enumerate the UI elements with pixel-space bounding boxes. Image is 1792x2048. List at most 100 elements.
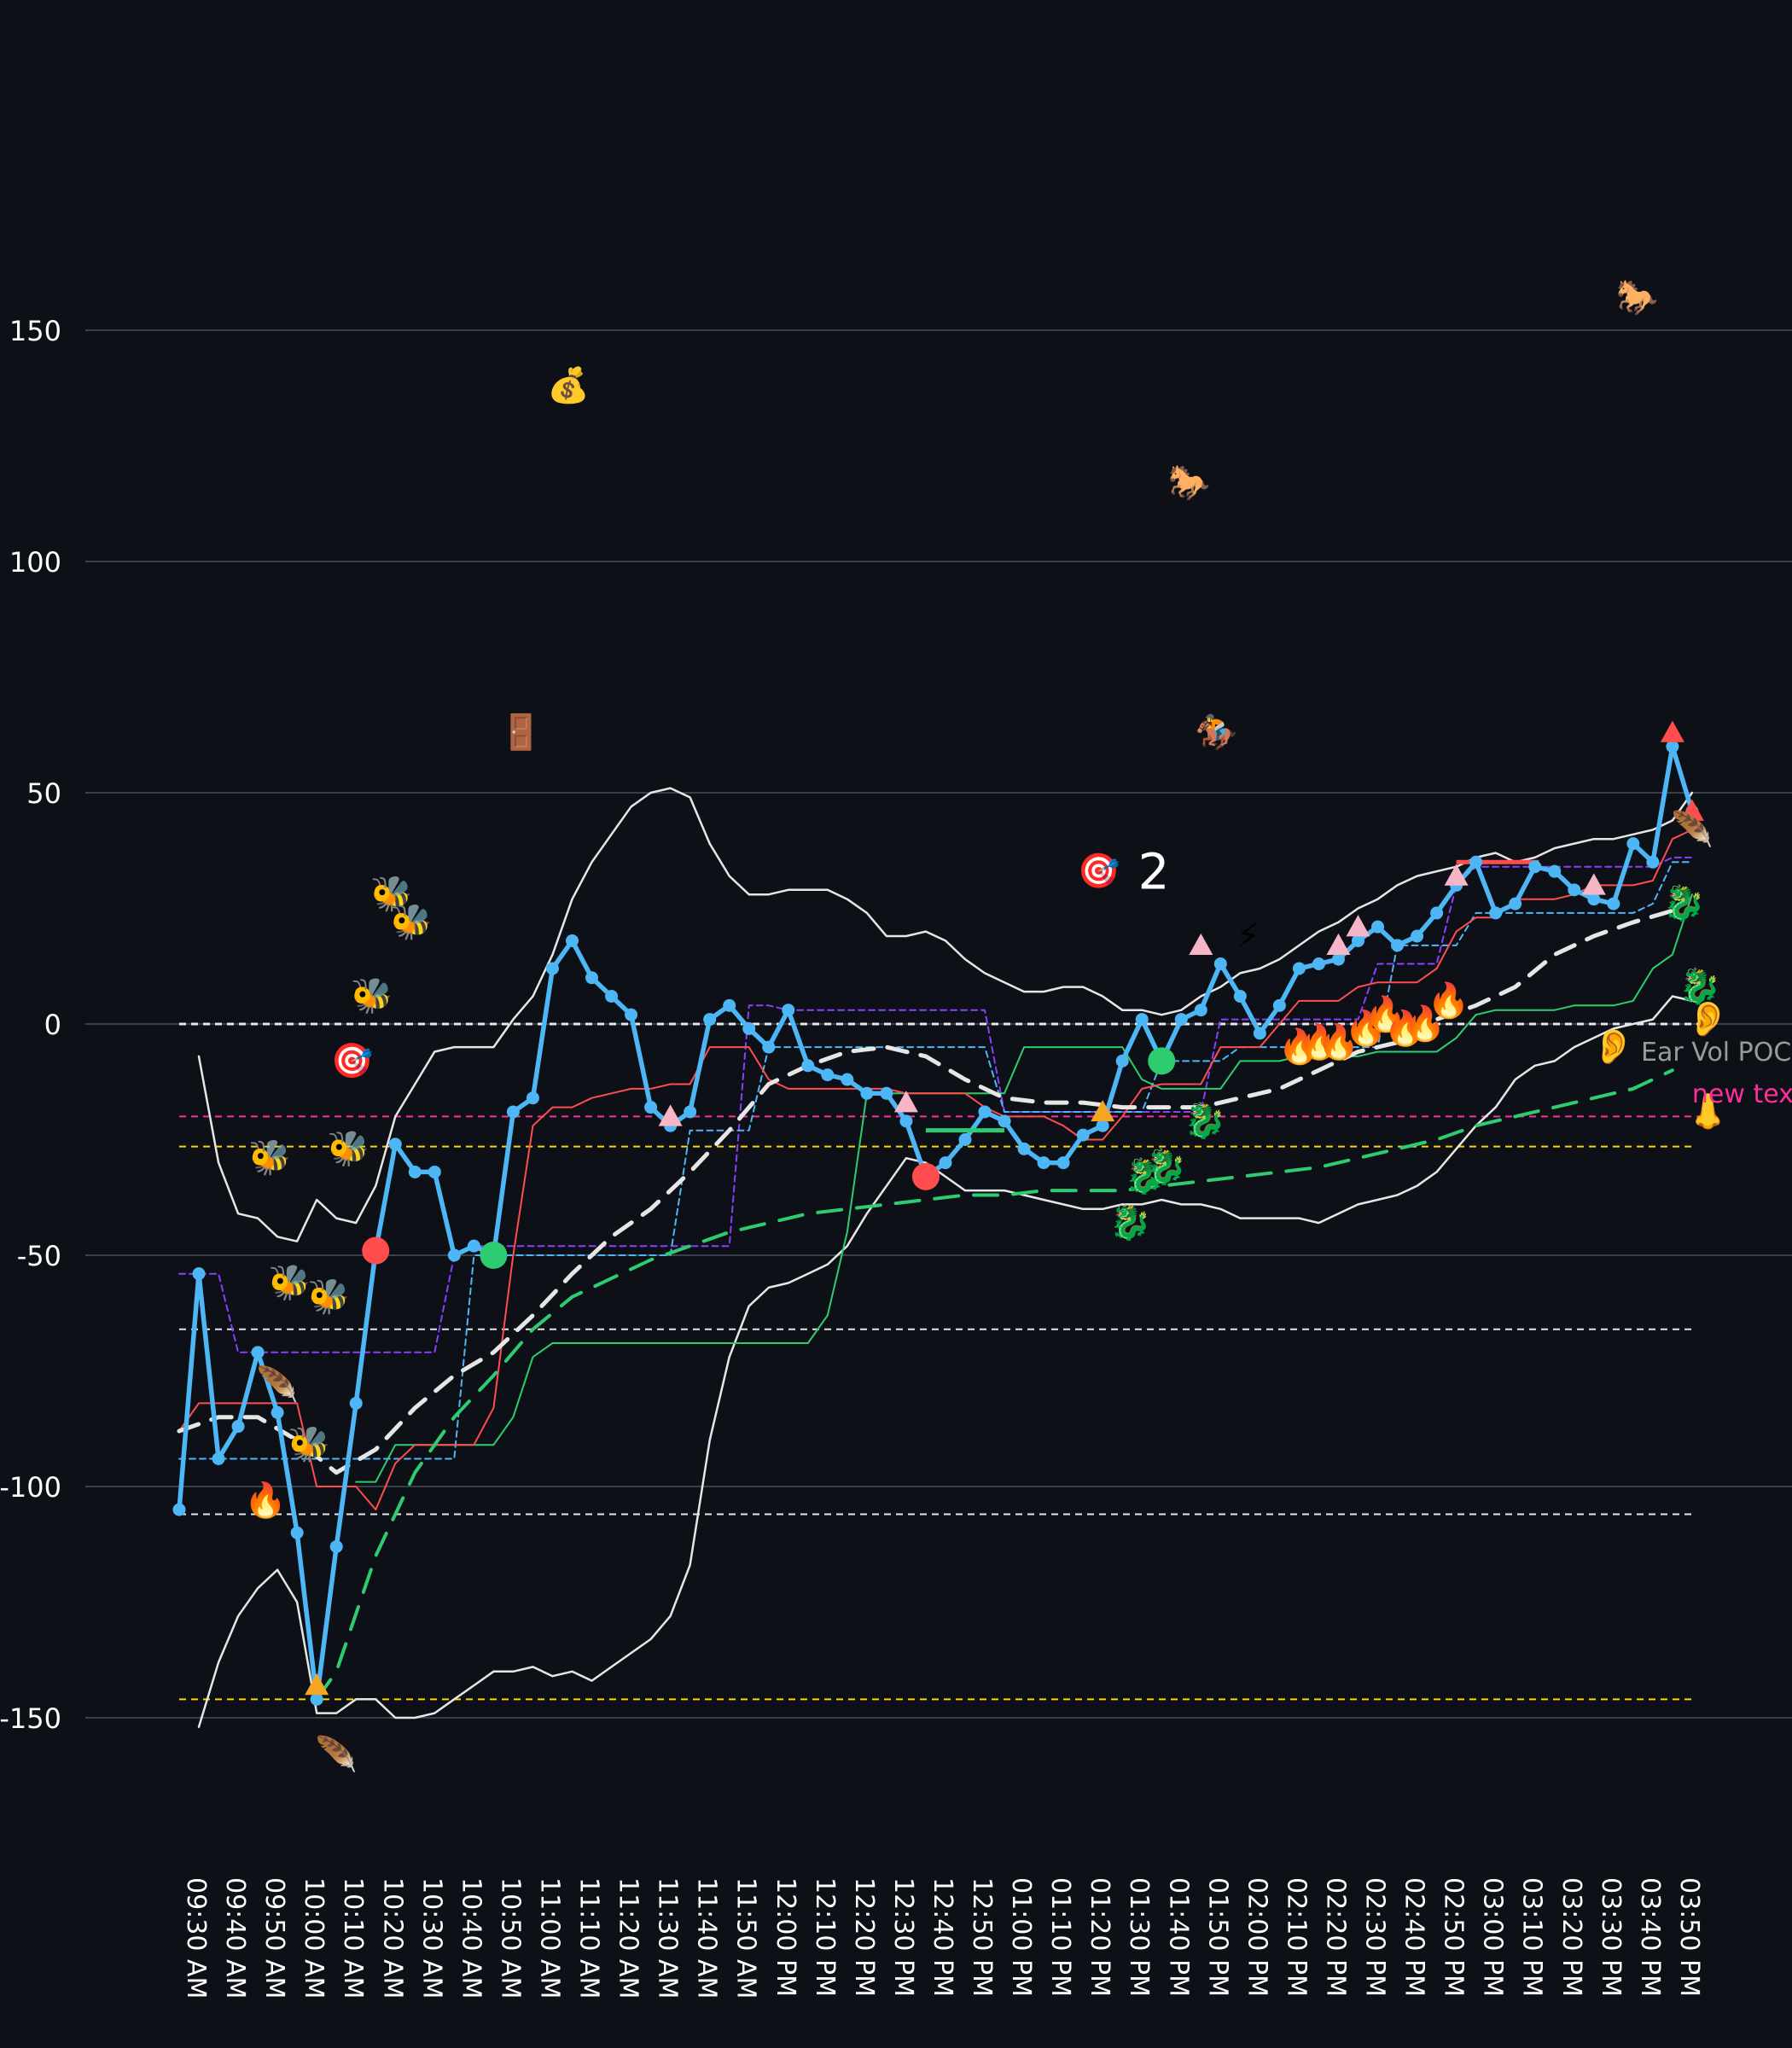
x-tick-label: 10:40 AM [456,1877,486,1999]
data-point [742,1021,756,1035]
x-tick-label: 01:00 PM [1006,1877,1036,1997]
signal-marker [1148,1047,1176,1075]
triangle-marker [1581,873,1606,895]
grid [85,329,1792,1719]
x-tick-label: 11:00 AM [534,1877,564,1999]
series-line-red [178,829,1693,1511]
dragon-icon: 🐉 [1184,1101,1226,1141]
annotations: 2 Ear Vol POC new text [1138,842,1792,1108]
nose-icon: 👃 [1686,1091,1729,1132]
data-point [1528,860,1542,874]
data-point [447,1248,461,1262]
data-point [860,1086,874,1100]
x-tick-label: 12:30 PM [888,1877,918,1997]
data-point [939,1156,952,1170]
x-tick-label: 01:40 PM [1163,1877,1193,1997]
data-point [329,1539,343,1553]
data-point [1135,1013,1149,1027]
x-tick-label: 11:50 AM [731,1877,761,1999]
feather-icon: 🪶 [315,1733,358,1774]
x-tick-label: 02:50 PM [1439,1877,1469,1997]
fire-icon: 🔥 [1364,994,1407,1034]
data-point [172,1503,186,1516]
x-tick-label: 01:20 PM [1085,1877,1114,1997]
data-point [1489,906,1503,920]
data-point [388,1137,402,1151]
data-point [1587,893,1601,906]
data-point [1548,864,1562,878]
bee-icon: 🐝 [327,1129,369,1168]
data-point [1568,883,1581,897]
reference-lines [179,1022,1712,1701]
data-point [978,1105,992,1119]
data-point [428,1165,441,1178]
y-tick-label: 100 [9,546,61,579]
fire-icon: 🔥 [1278,1027,1321,1067]
data-point [1096,1119,1109,1132]
data-point [880,1086,893,1100]
annotation-new-text: new text [1692,1079,1792,1109]
data-point [1331,952,1345,966]
y-tick-label: -50 [17,1240,61,1272]
horse-racing-icon: 🏇 [1196,713,1238,753]
data-point [605,989,619,1003]
data-point [1213,957,1227,971]
x-tick-label: 01:50 PM [1202,1877,1232,1997]
data-point [310,1692,323,1706]
series-line-envelope-upper [197,787,1694,1242]
triangle-marker [893,1091,918,1113]
data-point [1469,855,1483,869]
x-tick-label: 10:30 AM [416,1877,446,1999]
markers [172,720,1704,1706]
annotation-count: 2 [1138,842,1170,900]
data-point [1430,906,1444,920]
signal-marker [362,1236,390,1265]
x-tick-label: 09:50 AM [259,1877,289,1999]
x-tick-label: 12:00 PM [771,1877,800,1997]
series-line-blue-dash [178,861,1693,1460]
bee-icon: 🐝 [351,976,393,1015]
data-point [644,1101,658,1114]
data-point [821,1068,835,1082]
data-point [1626,837,1640,851]
series [177,744,1695,1729]
x-tick-label: 09:30 AM [181,1877,211,1999]
data-point [1352,934,1364,947]
y-tick-label: 150 [9,315,61,347]
fire-icon: 🔥 [1298,1022,1341,1062]
y-tick-label: -100 [0,1471,61,1504]
annotation-ear-vol-poc: Ear Vol POC [1641,1038,1791,1068]
y-axis: 150 100 50 0 -50 -100 -150 [0,315,61,1735]
data-point [1272,998,1286,1012]
bee-icon: 🐝 [370,875,413,914]
data-point [1037,1156,1050,1170]
triangle-marker [1091,1099,1115,1122]
data-point [251,1346,265,1359]
feather-icon: 🪶 [256,1364,299,1405]
money-bag-icon: 💰 [547,365,590,405]
x-tick-label: 02:20 PM [1320,1877,1350,1997]
x-tick-label: 02:30 PM [1360,1877,1390,1997]
dragon-icon: 🐉 [1144,1147,1187,1187]
bee-icon: 🐝 [248,1138,291,1178]
x-tick-label: 03:10 PM [1517,1877,1547,1997]
triangle-marker [1326,933,1351,956]
data-point [841,1073,854,1086]
x-tick-label: 03:30 PM [1596,1877,1626,1997]
x-tick-label: 12:10 PM [810,1877,840,1997]
data-point [212,1452,225,1465]
data-point [1233,989,1247,1003]
data-point [703,1013,717,1027]
data-point [1666,740,1679,753]
triangle-marker [658,1104,683,1126]
data-point [998,1114,1011,1128]
data-point [1607,897,1620,911]
data-point [1056,1156,1070,1170]
data-point [1174,1013,1188,1027]
dragon-icon: 🐉 [1679,967,1721,1007]
ear-icon: 👂 [1686,999,1729,1039]
data-point [506,1105,520,1119]
data-point [1076,1128,1090,1142]
data-point [801,1059,815,1073]
